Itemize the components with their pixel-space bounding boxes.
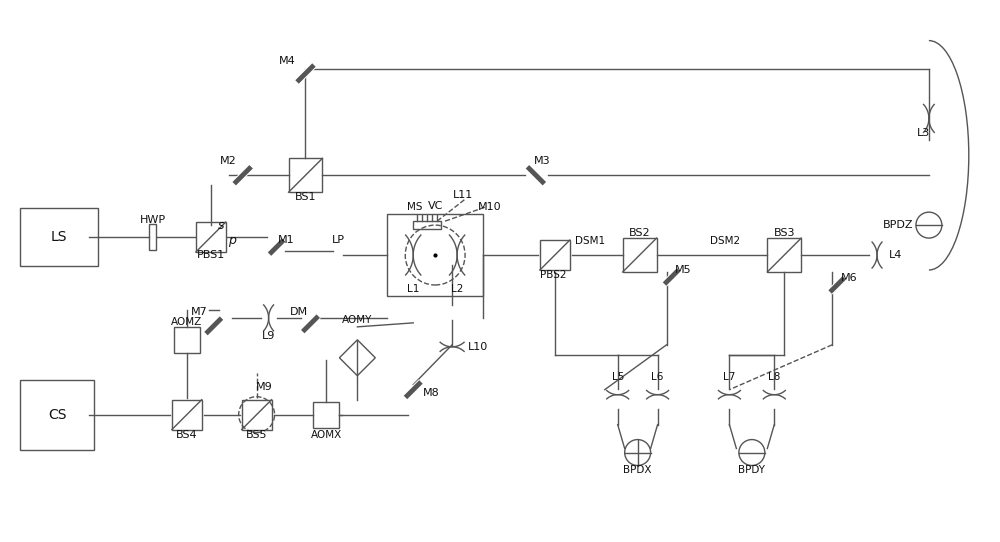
Text: AOMY: AOMY xyxy=(342,315,373,325)
Text: M8: M8 xyxy=(423,388,440,398)
Text: M4: M4 xyxy=(279,55,296,66)
Text: L11: L11 xyxy=(453,190,473,200)
Text: M7: M7 xyxy=(190,307,207,317)
Text: L6: L6 xyxy=(651,372,664,382)
Text: LS: LS xyxy=(51,230,67,244)
Text: M2: M2 xyxy=(220,156,237,166)
Text: L5: L5 xyxy=(612,372,624,382)
Text: PBS2: PBS2 xyxy=(540,270,566,280)
Text: M3: M3 xyxy=(534,156,550,166)
Text: M9: M9 xyxy=(256,382,273,392)
Text: BPDX: BPDX xyxy=(623,466,652,475)
Text: PBS1: PBS1 xyxy=(197,250,225,260)
Text: L2: L2 xyxy=(451,284,463,294)
Text: DSM1: DSM1 xyxy=(575,236,605,246)
Text: BS1: BS1 xyxy=(295,192,316,202)
Text: M5: M5 xyxy=(675,265,692,275)
Text: L10: L10 xyxy=(468,342,488,352)
Text: L3: L3 xyxy=(917,128,930,138)
Text: BPDY: BPDY xyxy=(738,466,765,475)
Text: $s$: $s$ xyxy=(217,218,225,231)
Text: AOMX: AOMX xyxy=(311,430,342,440)
Text: VC: VC xyxy=(427,201,443,211)
Text: L4: L4 xyxy=(889,250,902,260)
Text: CS: CS xyxy=(48,408,66,422)
Text: M1: M1 xyxy=(278,235,295,245)
Text: M10: M10 xyxy=(478,202,502,212)
Text: HWP: HWP xyxy=(140,215,166,225)
Text: DM: DM xyxy=(289,307,308,317)
Text: BPDZ: BPDZ xyxy=(882,220,913,230)
Text: DSM2: DSM2 xyxy=(710,236,740,246)
Text: LP: LP xyxy=(332,235,345,245)
Text: L9: L9 xyxy=(262,331,275,341)
Text: $p$: $p$ xyxy=(228,235,237,249)
Text: M6: M6 xyxy=(841,273,857,283)
Text: BS3: BS3 xyxy=(774,228,795,238)
Text: L8: L8 xyxy=(768,372,780,382)
Text: L1: L1 xyxy=(407,284,419,294)
Text: L7: L7 xyxy=(723,372,736,382)
Text: BS5: BS5 xyxy=(246,430,267,440)
Text: MS: MS xyxy=(407,202,423,212)
Text: AOMZ: AOMZ xyxy=(171,317,202,327)
Text: BS4: BS4 xyxy=(176,430,198,440)
Text: BS2: BS2 xyxy=(629,228,650,238)
